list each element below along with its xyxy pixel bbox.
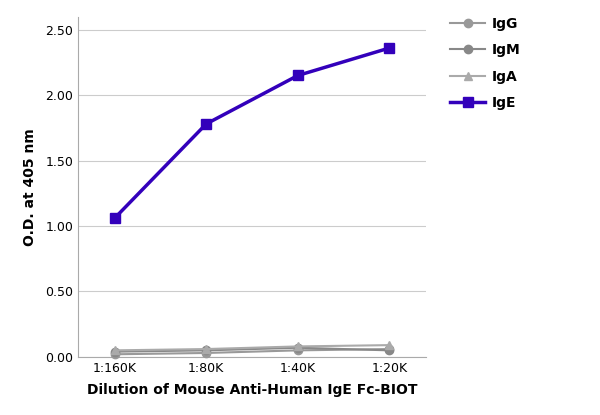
Line: IgG: IgG (110, 345, 394, 359)
X-axis label: Dilution of Mouse Anti-Human IgE Fc-BIOT: Dilution of Mouse Anti-Human IgE Fc-BIOT (87, 383, 417, 397)
IgE (203, 122, 210, 127)
IgA (294, 344, 301, 349)
Line: IgA: IgA (110, 341, 394, 354)
IgM (111, 349, 118, 354)
IgE (294, 73, 301, 78)
Line: IgE: IgE (110, 43, 394, 223)
IgG (386, 347, 393, 352)
IgA (386, 343, 393, 348)
Y-axis label: O.D. at 405 nm: O.D. at 405 nm (23, 128, 37, 246)
IgM (203, 348, 210, 353)
Line: IgM: IgM (110, 344, 394, 356)
IgE (111, 216, 118, 221)
IgG (294, 348, 301, 353)
IgE (386, 46, 393, 51)
IgG (203, 351, 210, 356)
IgG (111, 352, 118, 357)
IgM (294, 345, 301, 350)
Legend: IgG, IgM, IgA, IgE: IgG, IgM, IgA, IgE (451, 17, 521, 110)
IgA (111, 348, 118, 353)
IgM (386, 348, 393, 353)
IgA (203, 347, 210, 352)
